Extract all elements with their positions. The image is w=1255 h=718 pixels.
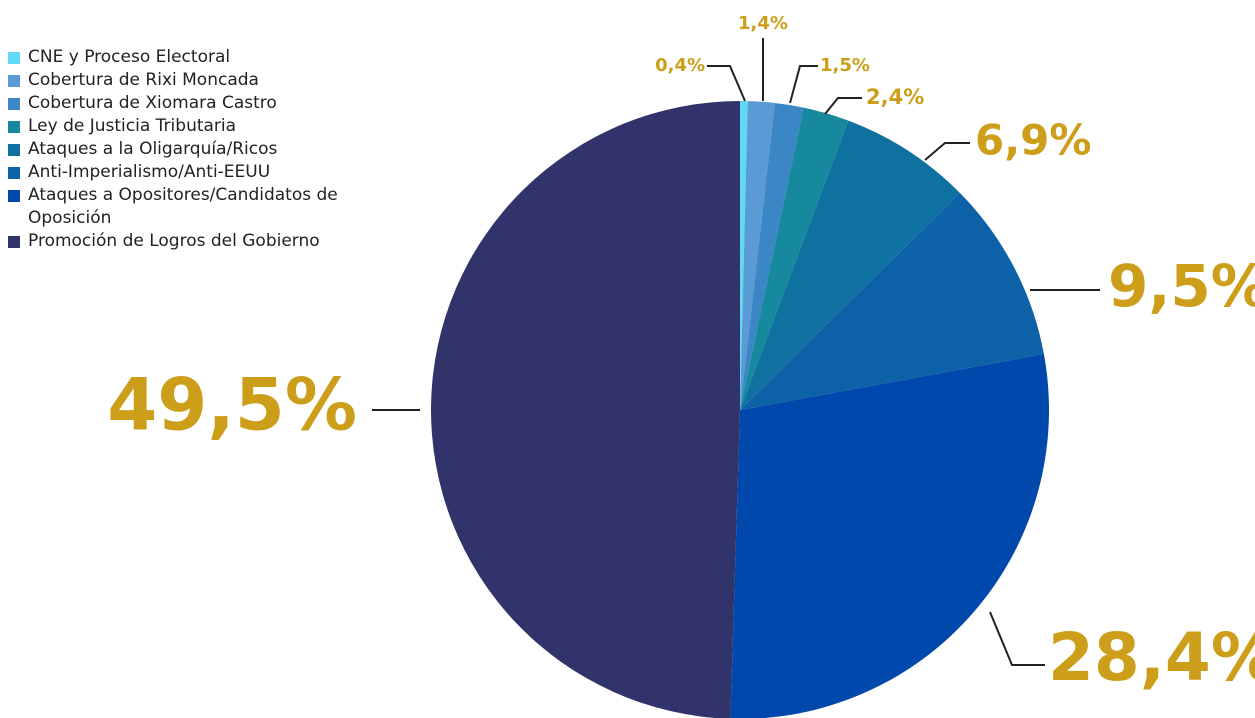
pie-slice [740, 192, 1044, 410]
pie-slice [740, 120, 960, 411]
legend-swatch [8, 144, 20, 156]
value-label: 0,4% [655, 55, 705, 76]
value-label: 49,5% [107, 363, 357, 447]
leader-line [707, 65, 746, 102]
pie-slice [740, 107, 849, 410]
value-label: 1,4% [738, 13, 788, 34]
leader-line [989, 611, 1045, 666]
legend-label: Ataques a Opositores/Candidatos de Oposi… [28, 185, 338, 228]
legend-item: CNE y Proceso Electoral [8, 46, 398, 69]
legend-swatch [8, 75, 20, 87]
value-label: 6,9% [975, 116, 1091, 165]
legend-item: Ley de Justicia Tributaria [8, 115, 398, 138]
pie-slice [740, 101, 775, 410]
legend-item: Cobertura de Rixi Moncada [8, 69, 398, 92]
pie-slice [740, 101, 748, 410]
leader-line [924, 142, 970, 161]
legend-label: Cobertura de Rixi Moncada [28, 70, 259, 90]
leader-line [789, 65, 818, 104]
legend-label: Cobertura de Xiomara Castro [28, 93, 277, 113]
legend-swatch [8, 98, 20, 110]
value-label: 1,5% [820, 55, 870, 76]
legend-item: Ataques a la Oligarquía/Ricos [8, 138, 398, 161]
legend-label: Promoción de Logros del Gobierno [28, 231, 320, 251]
legend-label: CNE y Proceso Electoral [28, 47, 231, 67]
legend-label: Anti-Imperialismo/Anti-EEUU [28, 162, 271, 182]
legend: CNE y Proceso Electoral Cobertura de Rixi… [8, 46, 398, 253]
legend-item: Promoción de Logros del Gobierno [8, 230, 398, 253]
legend-swatch [8, 167, 20, 179]
legend-swatch [8, 190, 20, 202]
pie-slice [431, 101, 740, 718]
value-label: 9,5% [1108, 252, 1255, 320]
leader-line [824, 97, 862, 115]
pie-slice [730, 354, 1049, 718]
value-label: 28,4% [1048, 619, 1255, 696]
legend-item: Ataques a Opositores/Candidatos de Oposi… [8, 184, 398, 230]
pie-slice [740, 102, 804, 410]
value-label: 2,4% [866, 85, 924, 109]
legend-label: Ley de Justicia Tributaria [28, 116, 237, 136]
legend-swatch [8, 236, 20, 248]
legend-item: Anti-Imperialismo/Anti-EEUU [8, 161, 398, 184]
legend-label: Ataques a la Oligarquía/Ricos [28, 139, 278, 159]
legend-swatch [8, 121, 20, 133]
legend-item: Cobertura de Xiomara Castro [8, 92, 398, 115]
legend-swatch [8, 52, 20, 64]
